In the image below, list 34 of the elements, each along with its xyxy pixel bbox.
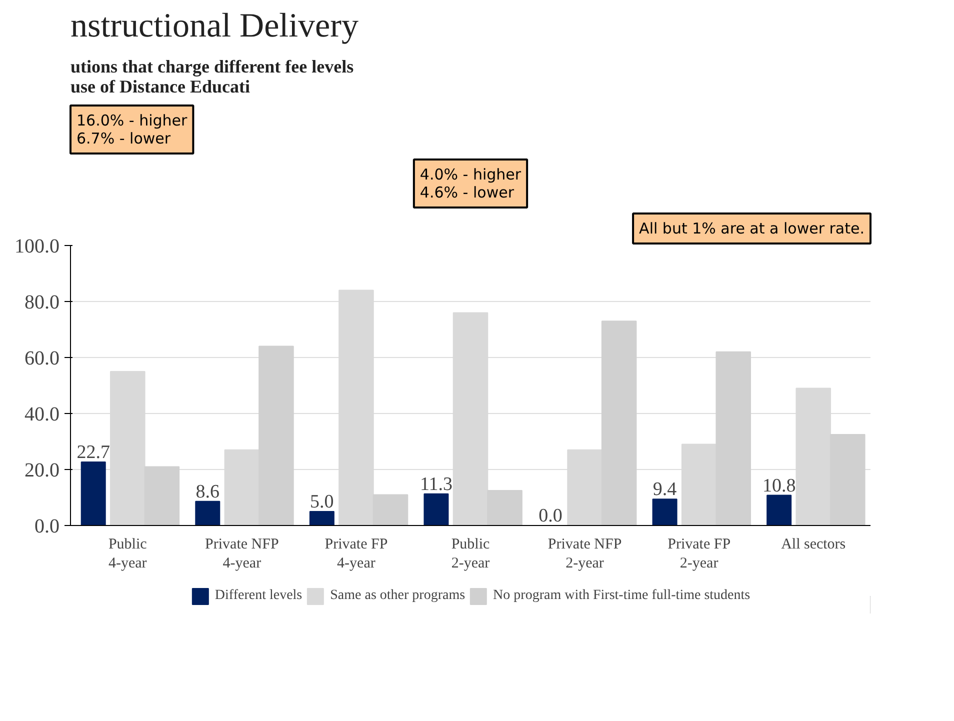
x-tick-label: Private NFP 4-year (205, 536, 279, 572)
legend-label: Different levels (214, 588, 302, 604)
data-label: 9.4 (652, 479, 678, 500)
x-tick-label: All sectors (781, 536, 846, 552)
data-label: 0.0 (538, 506, 562, 526)
text: All but 1% are at a lower rate. (639, 220, 865, 238)
bar (652, 498, 678, 526)
chart-title: nstructional Delivery (70, 8, 358, 44)
data-label: 22.7 (76, 442, 110, 463)
data-label: 11.3 (420, 474, 452, 495)
y-tick-label: 80.0 (24, 292, 60, 314)
x-tick-label: Public 4-year (108, 536, 148, 572)
x-tick-label: Private FP 4-year (324, 536, 388, 572)
bar (424, 493, 449, 526)
x-tick-label: Private FP 2-year (668, 536, 731, 572)
x-tick-label: Private NFP 2-year (548, 536, 622, 572)
y-tick-label: 100.0 (14, 236, 60, 258)
data-label: 10.8 (762, 475, 796, 496)
bar (309, 511, 334, 526)
data-label: 8.6 (196, 481, 220, 502)
text: 16.0% - higher 6.7% - lower (76, 112, 188, 148)
legend-label: No program with First-time full-time students (493, 588, 750, 604)
bar (80, 461, 106, 526)
chart-subtitle: utions that charge different fee levels use of Distance Educati (70, 56, 354, 96)
y-tick-label: 0.0 (34, 516, 60, 538)
bar (766, 494, 792, 526)
bar (195, 500, 220, 526)
x-tick-label: Public 2-year (451, 536, 490, 572)
y-tick-label: 60.0 (24, 348, 60, 370)
y-tick-label: 20.0 (24, 460, 60, 482)
y-tick-label: 40.0 (24, 404, 60, 426)
data-label: 5.0 (310, 492, 334, 512)
legend-label: Same as other programs (330, 588, 466, 604)
text: 4.0% - higher 4.6% - lower (420, 166, 522, 202)
